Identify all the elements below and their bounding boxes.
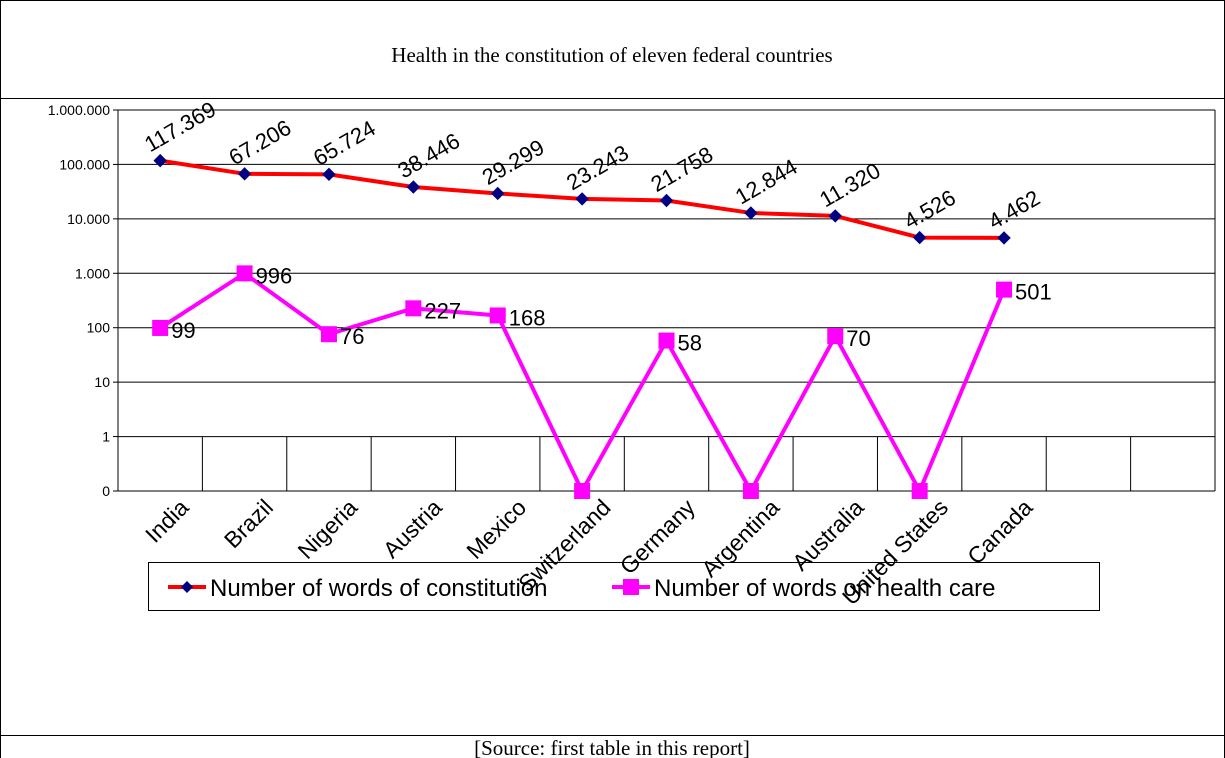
y-tick-label: 100: [87, 320, 111, 336]
point-marker: [658, 332, 675, 349]
legend-label: Number of words on health care: [654, 575, 996, 602]
point-marker: [491, 186, 505, 201]
point-marker: [237, 167, 252, 181]
data-label: 67.206: [225, 115, 296, 170]
data-label: 21.758: [647, 142, 718, 197]
x-tick-label: Brazil: [219, 494, 278, 553]
point-marker: [997, 231, 1011, 245]
point-marker: [236, 265, 253, 282]
y-tick-label: 1.000.000: [48, 102, 110, 118]
x-tick-label: Canada: [962, 494, 1038, 570]
data-label: 38.446: [393, 128, 464, 183]
point-marker: [827, 328, 844, 345]
chart-title: Health in the constitution of eleven fed…: [391, 43, 832, 67]
data-label: 58: [678, 331, 702, 356]
point-marker: [152, 319, 169, 336]
x-tick-label: Austria: [378, 494, 447, 563]
point-marker: [828, 209, 842, 223]
y-tick-label: 100.000: [59, 156, 110, 172]
point-marker: [575, 192, 589, 206]
x-tick-label: India: [140, 494, 194, 548]
y-tick-label: 10: [94, 374, 110, 390]
point-marker: [742, 483, 759, 499]
data-label: 4.462: [984, 185, 1044, 234]
data-label: 29.299: [478, 134, 549, 189]
point-marker: [489, 307, 506, 324]
data-label: 996: [256, 263, 293, 288]
x-tick-label: Mexico: [461, 494, 531, 564]
data-label: 117.369: [140, 96, 220, 157]
data-label: 168: [509, 305, 546, 330]
y-tick-label: 0: [102, 483, 110, 499]
data-label: 76: [340, 324, 364, 349]
legend-marker: [181, 581, 193, 593]
data-label: 12.844: [731, 154, 802, 209]
source-note: [Source: first table in this report]: [474, 736, 750, 758]
data-label: 23.243: [562, 140, 633, 195]
point-marker: [406, 180, 421, 194]
point-marker: [322, 167, 336, 182]
data-label: 501: [1015, 280, 1052, 305]
point-marker: [153, 153, 167, 168]
point-marker: [912, 230, 927, 245]
y-tick-label: 1.000: [75, 265, 110, 281]
point-marker: [659, 193, 674, 208]
data-label: 65.724: [309, 115, 380, 170]
point-marker: [911, 483, 928, 499]
data-label: 227: [424, 298, 461, 323]
point-marker: [320, 326, 337, 343]
y-tick-label: 10.000: [67, 211, 110, 227]
point-marker: [405, 300, 422, 317]
point-marker: [574, 483, 591, 499]
y-tick-label: 1: [102, 429, 110, 445]
legend-marker: [623, 579, 639, 595]
legend-label: Number of words of constitution: [210, 575, 548, 602]
point-marker: [744, 206, 758, 220]
point-marker: [996, 281, 1013, 298]
data-label: 4.526: [900, 185, 960, 234]
x-tick-label: Nigeria: [292, 494, 362, 564]
data-label: 11.320: [815, 158, 884, 212]
data-label: 70: [846, 326, 870, 351]
data-label: 99: [171, 318, 195, 343]
